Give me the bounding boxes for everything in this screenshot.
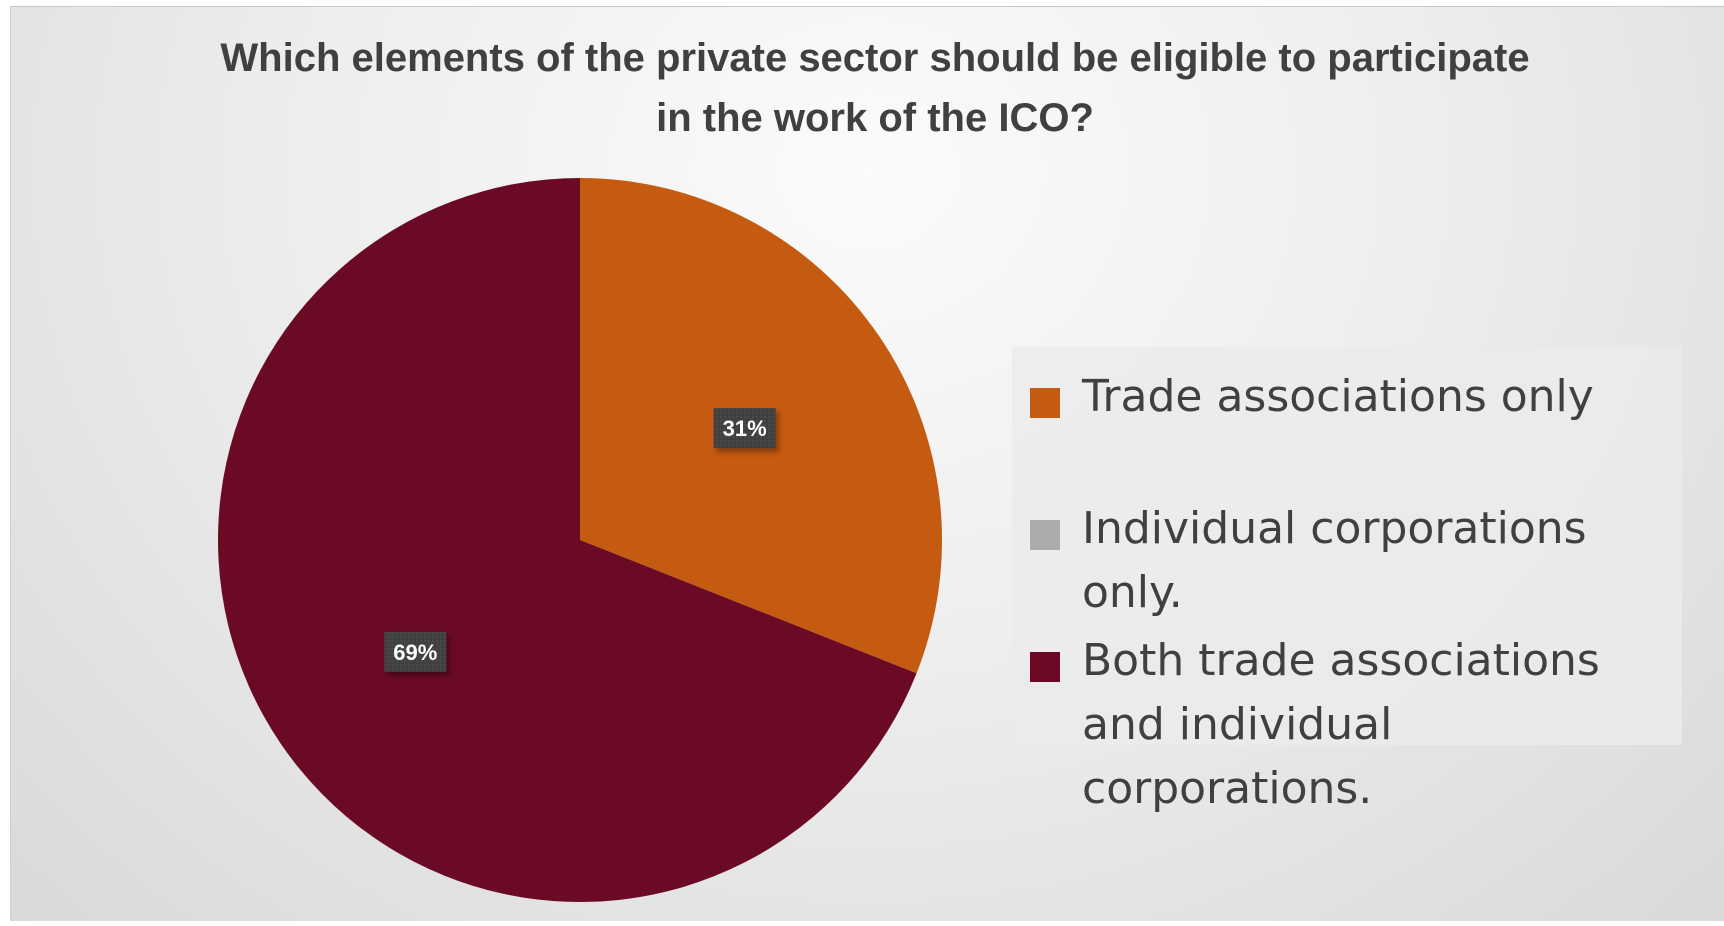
legend-label-trade-associations: Trade associations only	[1082, 371, 1594, 422]
data-label-trade-associations-only: 31%	[713, 408, 776, 449]
legend-swatch-both	[1030, 652, 1060, 682]
legend: Trade associations only Individual corpo…	[1012, 347, 1682, 814]
legend-swatch-individual-corporations	[1030, 520, 1060, 550]
data-label-text: 31%	[723, 416, 767, 441]
data-label-both-trade-associations-and-individual-corporations: 69%	[384, 631, 447, 672]
data-label-text: 69%	[393, 640, 437, 665]
chart-title: Which elements of the private sector sho…	[220, 36, 1530, 140]
pie-slice-both-trade-associations-and-individual-corporations	[218, 178, 917, 902]
legend-label-both: Both trade associations and individual c…	[1082, 635, 1600, 814]
legend-label-individual-corporations: Individual corporations only.	[1082, 503, 1587, 618]
legend-swatch-trade-associations	[1030, 388, 1060, 418]
data-label-box	[713, 408, 776, 449]
data-label-box	[384, 631, 447, 672]
